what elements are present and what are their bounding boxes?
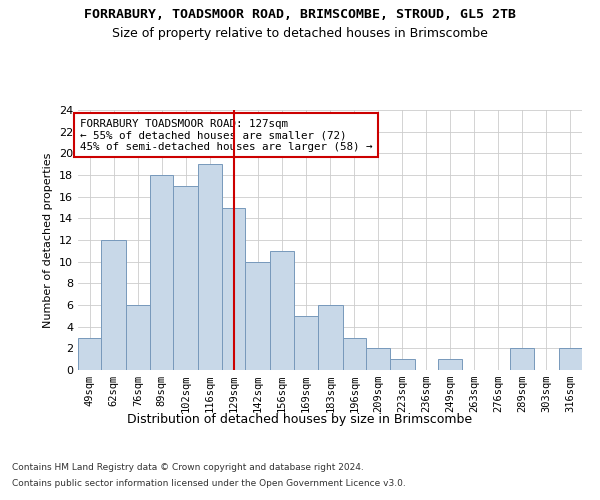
Bar: [319, 305, 343, 370]
Text: Distribution of detached houses by size in Brimscombe: Distribution of detached houses by size …: [127, 412, 473, 426]
Bar: [126, 305, 150, 370]
Bar: [366, 348, 391, 370]
Bar: [222, 208, 245, 370]
Text: Size of property relative to detached houses in Brimscombe: Size of property relative to detached ho…: [112, 28, 488, 40]
Bar: [559, 348, 582, 370]
Bar: [150, 175, 173, 370]
Text: Contains HM Land Registry data © Crown copyright and database right 2024.: Contains HM Land Registry data © Crown c…: [12, 462, 364, 471]
Bar: [173, 186, 198, 370]
Text: Contains public sector information licensed under the Open Government Licence v3: Contains public sector information licen…: [12, 479, 406, 488]
Bar: [438, 359, 463, 370]
Bar: [294, 316, 319, 370]
Bar: [343, 338, 366, 370]
Text: FORRABURY TOADSMOOR ROAD: 127sqm
← 55% of detached houses are smaller (72)
45% o: FORRABURY TOADSMOOR ROAD: 127sqm ← 55% o…: [80, 118, 372, 152]
Bar: [101, 240, 126, 370]
Y-axis label: Number of detached properties: Number of detached properties: [43, 152, 53, 328]
Bar: [510, 348, 534, 370]
Bar: [391, 359, 415, 370]
Bar: [78, 338, 101, 370]
Bar: [245, 262, 270, 370]
Bar: [270, 251, 294, 370]
Bar: [198, 164, 222, 370]
Text: FORRABURY, TOADSMOOR ROAD, BRIMSCOMBE, STROUD, GL5 2TB: FORRABURY, TOADSMOOR ROAD, BRIMSCOMBE, S…: [84, 8, 516, 20]
